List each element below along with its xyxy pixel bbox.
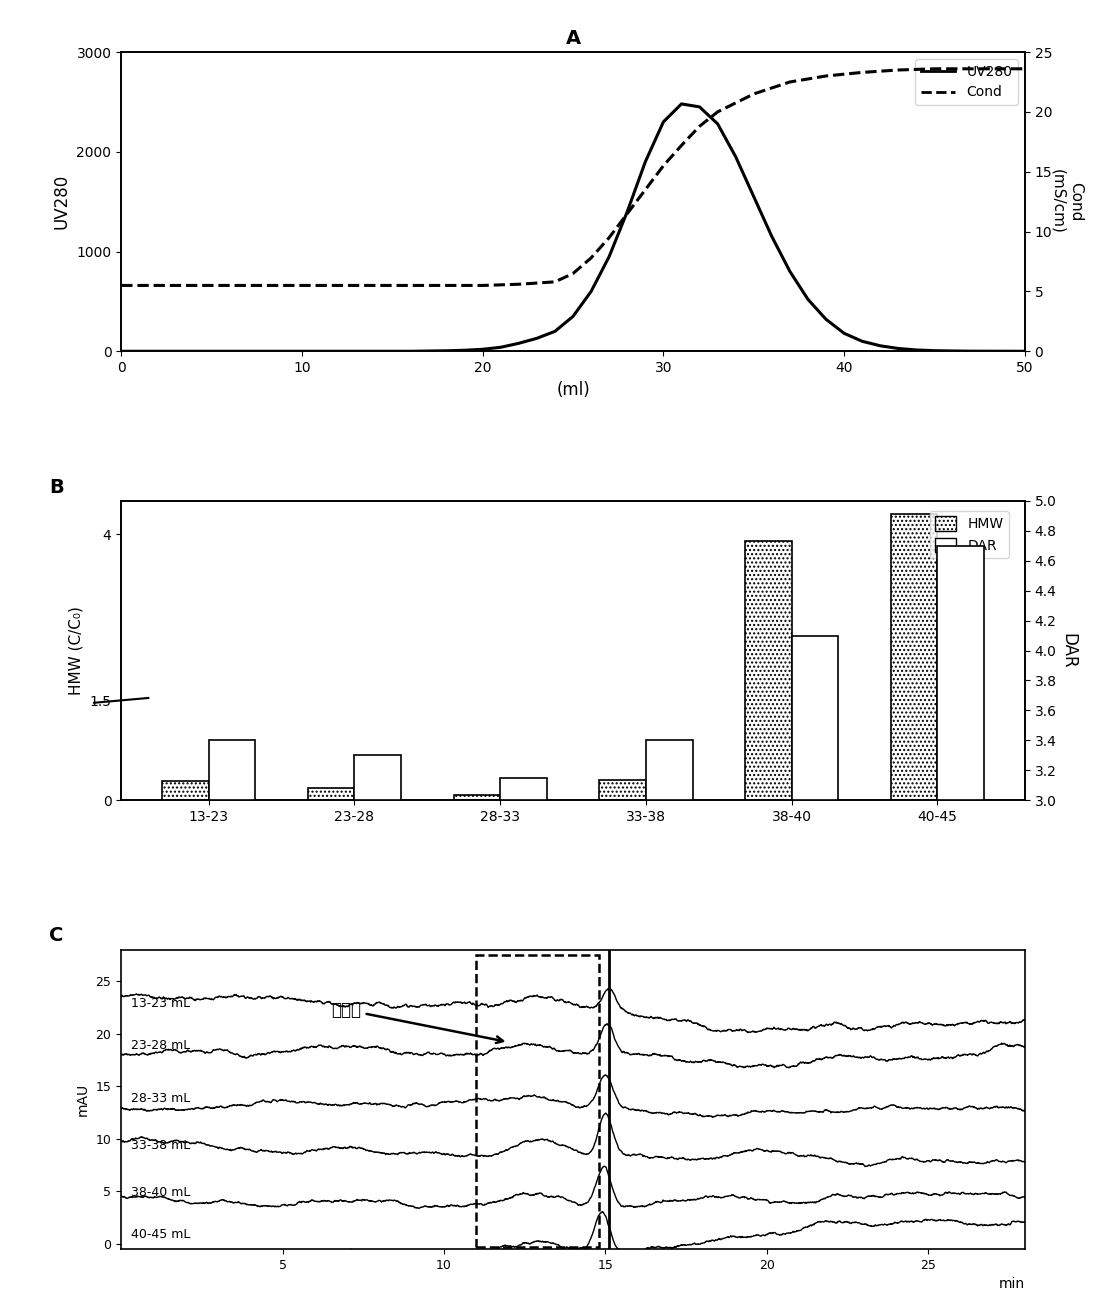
Bar [476, 955, 598, 1246]
Text: C: C [48, 926, 63, 946]
Bar [745, 541, 791, 800]
Legend: UV280, Cond: UV280, Cond [915, 59, 1018, 105]
Text: 多聚体: 多聚体 [331, 1000, 503, 1043]
Bar [355, 755, 401, 1249]
Bar [208, 740, 256, 1249]
Bar [599, 781, 646, 800]
Bar [938, 546, 984, 1249]
Legend: HMW, DAR: HMW, DAR [930, 511, 1008, 558]
Bar [307, 788, 355, 800]
Text: 23-28 mL: 23-28 mL [131, 1039, 191, 1053]
Bar [791, 636, 839, 1249]
Bar [162, 782, 208, 800]
Y-axis label: Cond
(mS/cm): Cond (mS/cm) [1050, 169, 1083, 234]
Bar [890, 514, 938, 800]
Text: 28-33 mL: 28-33 mL [131, 1092, 191, 1105]
Bar [454, 795, 500, 800]
Y-axis label: HMW (C/C₀): HMW (C/C₀) [69, 606, 84, 695]
Title: A: A [565, 29, 581, 48]
Bar [646, 740, 692, 1249]
Text: 40-45 mL: 40-45 mL [131, 1228, 191, 1241]
Y-axis label: DAR: DAR [1059, 632, 1078, 669]
Text: 38-40 mL: 38-40 mL [131, 1187, 191, 1200]
Text: 13-23 mL: 13-23 mL [131, 997, 190, 1010]
Y-axis label: UV280: UV280 [53, 174, 71, 229]
X-axis label: (ml): (ml) [557, 381, 590, 398]
Text: 33-38 mL: 33-38 mL [131, 1138, 191, 1151]
X-axis label: min: min [998, 1278, 1025, 1291]
Y-axis label: mAU: mAU [76, 1082, 90, 1116]
Bar [500, 778, 547, 1249]
Text: B: B [48, 477, 64, 497]
